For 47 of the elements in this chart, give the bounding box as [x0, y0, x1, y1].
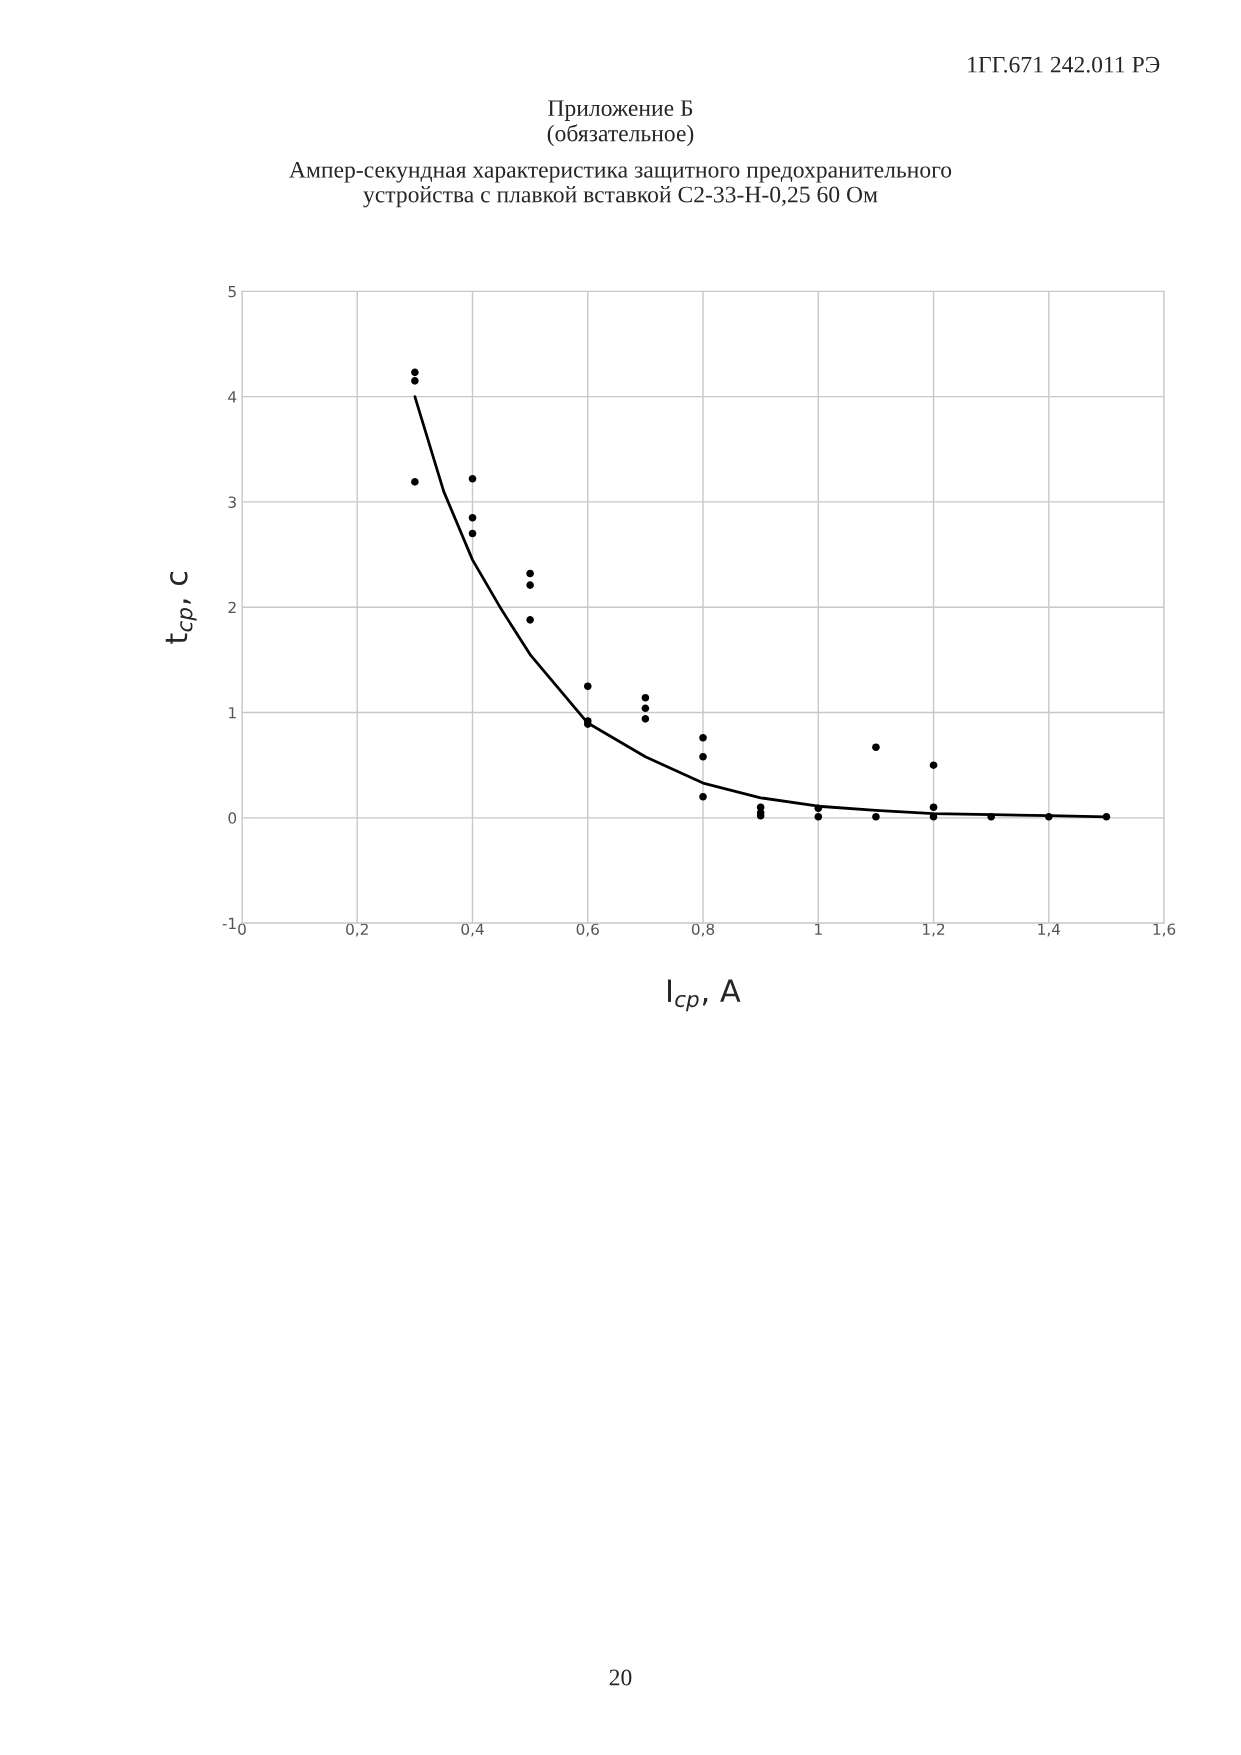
point [699, 752, 707, 761]
point [641, 693, 650, 702]
point [641, 704, 650, 713]
point [526, 616, 534, 624]
point [872, 812, 880, 821]
point [411, 478, 419, 486]
y-tick-label: 0 [228, 812, 237, 824]
x-tick-label: 1,4 [1038, 923, 1061, 937]
point [699, 734, 707, 742]
x-tick-label: 1,2 [923, 923, 945, 937]
point [814, 812, 823, 821]
point [872, 743, 880, 752]
point [814, 804, 823, 813]
text: 1ГГ.671 242.011 РЭ [968, 56, 1160, 73]
text: Приложение Б (обязательное) [547, 100, 694, 147]
point [468, 513, 477, 522]
point [468, 529, 477, 538]
y-axis-title: t$_{ср}$, с [165, 571, 197, 644]
point [526, 569, 534, 578]
x-tick-label: 0 [238, 923, 246, 935]
point [1045, 812, 1053, 821]
y-tick-label: 2 [228, 601, 236, 614]
y-tick-label: 1 [229, 707, 236, 719]
point [411, 368, 419, 377]
point [411, 377, 419, 385]
text: 20 [609, 1669, 632, 1686]
point [1102, 812, 1111, 821]
x-tick-label: 1,6 [1153, 923, 1176, 937]
point [929, 803, 938, 812]
x-tick-label: 0,2 [346, 923, 368, 937]
x-tick-label: 0,4 [461, 923, 484, 937]
point [526, 581, 534, 589]
point [987, 812, 995, 821]
y-tick-label: 3 [228, 496, 236, 508]
point [468, 474, 477, 483]
y-tick-label: 4 [228, 391, 237, 403]
point [699, 792, 707, 801]
point [583, 682, 592, 691]
x-tick-label: 1 [815, 923, 822, 935]
x-tick-label: 0,8 [691, 923, 715, 937]
point [641, 715, 650, 723]
point [929, 761, 938, 769]
chart-title: Ампер-секундная характеристика защитного предохранительного устройства с плавкой вставкой С2-33-Н-0,25 60 Ом [289, 161, 952, 208]
y-tick-label: 5 [228, 286, 236, 298]
x-axis-title: I$_{ср}$, А [667, 979, 741, 1012]
x-tick-label: 0,6 [576, 923, 599, 937]
y-tick-label: -1 [222, 917, 236, 929]
